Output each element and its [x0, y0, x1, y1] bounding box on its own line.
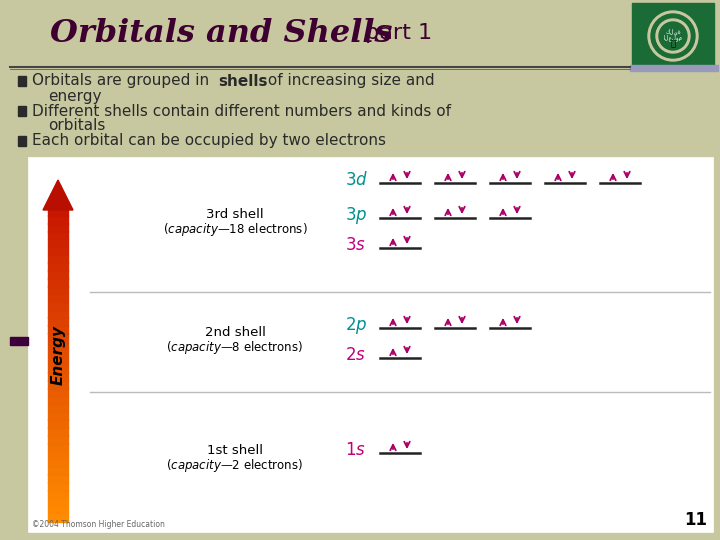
Bar: [48, 490, 68, 498]
Bar: [48, 364, 68, 373]
Circle shape: [659, 22, 687, 50]
Bar: [48, 356, 68, 365]
Text: $\it{3p}$: $\it{3p}$: [345, 205, 367, 226]
Bar: [48, 278, 68, 287]
Bar: [18, 136, 26, 146]
Bar: [48, 380, 68, 389]
Text: $\it{1s}$: $\it{1s}$: [345, 441, 366, 459]
Bar: [48, 239, 68, 247]
Bar: [48, 247, 68, 255]
Text: orbitals: orbitals: [48, 118, 105, 133]
Circle shape: [651, 14, 695, 58]
Bar: [48, 396, 68, 404]
Bar: [632, 3, 714, 68]
Text: energy: energy: [48, 89, 102, 104]
Text: Energy: Energy: [50, 325, 66, 385]
Bar: [48, 223, 68, 232]
Bar: [48, 207, 68, 216]
Text: 2nd shell: 2nd shell: [204, 327, 266, 340]
Bar: [48, 325, 68, 334]
Text: of increasing size and: of increasing size and: [263, 73, 435, 89]
Circle shape: [648, 11, 698, 61]
Bar: [48, 262, 68, 271]
Text: Each orbital can be occupied by two electrons: Each orbital can be occupied by two elec…: [32, 133, 386, 148]
Text: $\it{3d}$: $\it{3d}$: [345, 171, 368, 189]
Bar: [48, 254, 68, 263]
Bar: [18, 106, 26, 116]
Bar: [630, 65, 718, 71]
Text: $\it{3s}$: $\it{3s}$: [345, 236, 366, 254]
Circle shape: [656, 19, 690, 53]
Bar: [48, 333, 68, 341]
Bar: [48, 475, 68, 483]
Bar: [48, 388, 68, 396]
Text: Orbitals and Shells: Orbitals and Shells: [50, 17, 392, 49]
Bar: [48, 443, 68, 451]
Bar: [10, 337, 28, 345]
Text: ($\it{capacity}$—2 electrons): ($\it{capacity}$—2 electrons): [166, 456, 304, 474]
Bar: [48, 482, 68, 491]
Bar: [48, 458, 68, 467]
Bar: [48, 411, 68, 420]
Bar: [48, 420, 68, 428]
Bar: [48, 514, 68, 522]
Text: 1st shell: 1st shell: [207, 443, 263, 456]
Bar: [48, 427, 68, 436]
Text: ©2004 Thomson Higher Education: ©2004 Thomson Higher Education: [32, 520, 165, 529]
Bar: [48, 271, 68, 279]
Bar: [18, 76, 26, 86]
Text: 📚: 📚: [670, 39, 675, 49]
Bar: [48, 498, 68, 507]
Text: part 1: part 1: [358, 23, 432, 43]
Text: ($\it{capacity}$—8 electrons): ($\it{capacity}$—8 electrons): [166, 340, 304, 356]
Bar: [48, 373, 68, 381]
Text: Orbitals are grouped in: Orbitals are grouped in: [32, 73, 214, 89]
Bar: [48, 467, 68, 475]
Text: العلوم: العلوم: [664, 35, 683, 42]
Bar: [48, 231, 68, 239]
Text: كلية: كلية: [665, 29, 681, 35]
Text: 3rd shell: 3rd shell: [206, 208, 264, 221]
Bar: [48, 435, 68, 443]
Text: 11: 11: [684, 511, 707, 529]
Text: $\it{2s}$: $\it{2s}$: [345, 346, 366, 364]
Bar: [48, 215, 68, 224]
Bar: [48, 341, 68, 349]
Circle shape: [645, 8, 701, 64]
Text: $\it{2p}$: $\it{2p}$: [345, 314, 367, 335]
Bar: [48, 506, 68, 514]
Bar: [48, 318, 68, 326]
Text: Different shells contain different numbers and kinds of: Different shells contain different numbe…: [32, 104, 451, 118]
Bar: [28, 157, 713, 532]
Bar: [48, 451, 68, 459]
Bar: [48, 286, 68, 294]
Bar: [48, 404, 68, 412]
Text: shells: shells: [218, 73, 268, 89]
Polygon shape: [43, 180, 73, 210]
Bar: [48, 349, 68, 357]
Bar: [48, 309, 68, 318]
Bar: [48, 294, 68, 302]
Text: ($\it{capacity}$—18 electrons): ($\it{capacity}$—18 electrons): [163, 221, 307, 239]
Bar: [48, 302, 68, 310]
